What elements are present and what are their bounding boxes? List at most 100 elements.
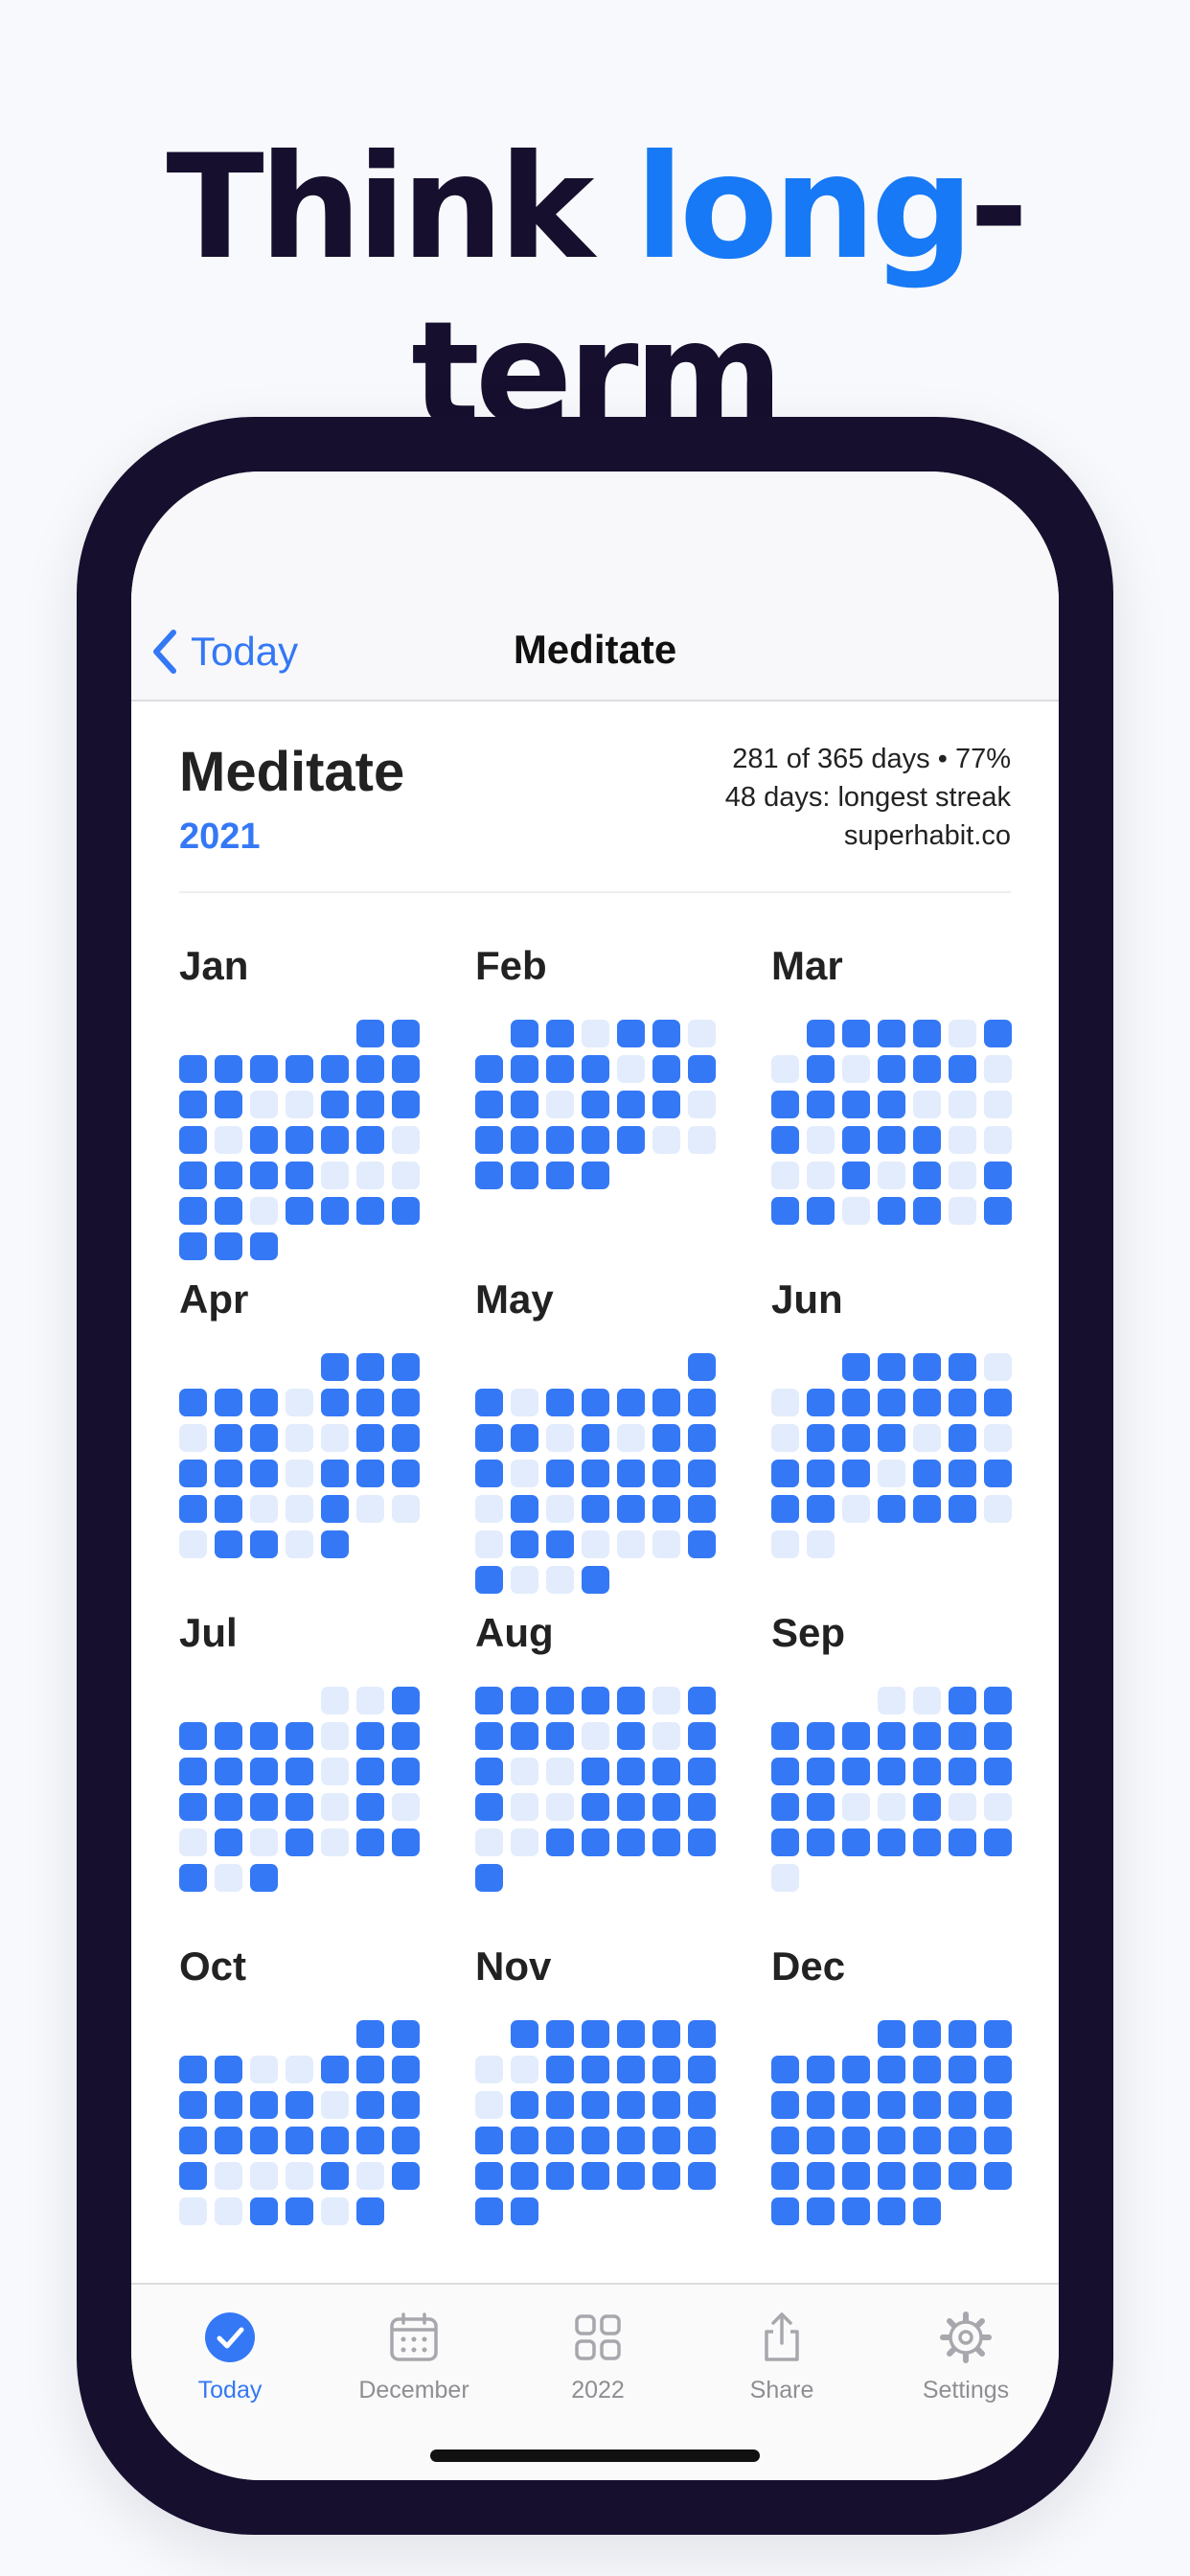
day-cell[interactable] [652,1722,680,1750]
day-cell[interactable] [179,2127,207,2154]
day-cell[interactable] [807,1389,835,1416]
day-cell[interactable] [356,1687,384,1714]
day-cell[interactable] [286,1424,313,1452]
day-cell[interactable] [652,1828,680,1856]
day-cell[interactable] [913,1828,941,1856]
day-cell[interactable] [321,1389,349,1416]
tab-today[interactable]: Today [139,2304,321,2404]
day-cell[interactable] [842,1460,870,1487]
day-cell[interactable] [546,2091,574,2119]
day-cell[interactable] [356,1162,384,1189]
day-cell[interactable] [546,1091,574,1118]
day-cell[interactable] [250,2162,278,2190]
day-cell[interactable] [215,1793,242,1821]
day-cell[interactable] [475,2127,503,2154]
day-cell[interactable] [842,2162,870,2190]
day-cell[interactable] [771,1126,799,1154]
day-cell[interactable] [546,1055,574,1083]
day-cell[interactable] [878,2056,905,2083]
day-cell[interactable] [286,1389,313,1416]
day-cell[interactable] [250,1495,278,1523]
day-cell[interactable] [688,1460,716,1487]
day-cell[interactable] [807,2091,835,2119]
day-cell[interactable] [949,1687,976,1714]
day-cell[interactable] [582,1389,609,1416]
day-cell[interactable] [652,2020,680,2048]
day-cell[interactable] [878,1055,905,1083]
day-cell[interactable] [617,1389,645,1416]
day-cell[interactable] [878,1793,905,1821]
day-cell[interactable] [807,2197,835,2225]
day-cell[interactable] [215,1530,242,1558]
day-cell[interactable] [582,2127,609,2154]
day-cell[interactable] [807,2162,835,2190]
day-cell[interactable] [652,2162,680,2190]
day-cell[interactable] [392,1055,420,1083]
day-cell[interactable] [771,1424,799,1452]
day-cell[interactable] [771,1828,799,1856]
day-cell[interactable] [286,2197,313,2225]
day-cell[interactable] [475,1722,503,1750]
day-cell[interactable] [913,1126,941,1154]
day-cell[interactable] [179,1864,207,1892]
day-cell[interactable] [984,1758,1012,1785]
day-cell[interactable] [286,2127,313,2154]
day-cell[interactable] [582,1793,609,1821]
day-cell[interactable] [511,1495,538,1523]
day-cell[interactable] [321,1758,349,1785]
day-cell[interactable] [688,1424,716,1452]
day-cell[interactable] [688,2056,716,2083]
day-cell[interactable] [215,1495,242,1523]
day-cell[interactable] [771,1758,799,1785]
day-cell[interactable] [842,1055,870,1083]
day-cell[interactable] [807,1722,835,1750]
day-cell[interactable] [475,1566,503,1594]
day-cell[interactable] [392,1126,420,1154]
day-cell[interactable] [582,1055,609,1083]
day-cell[interactable] [511,1055,538,1083]
day-cell[interactable] [949,2162,976,2190]
day-cell[interactable] [807,1126,835,1154]
day-cell[interactable] [475,1495,503,1523]
day-cell[interactable] [842,1162,870,1189]
day-cell[interactable] [546,2056,574,2083]
day-cell[interactable] [913,1353,941,1381]
day-cell[interactable] [949,1460,976,1487]
day-cell[interactable] [984,1162,1012,1189]
day-cell[interactable] [321,1353,349,1381]
day-cell[interactable] [913,1687,941,1714]
day-cell[interactable] [250,1793,278,1821]
day-cell[interactable] [392,2056,420,2083]
day-cell[interactable] [617,2091,645,2119]
day-cell[interactable] [652,2091,680,2119]
day-cell[interactable] [807,1793,835,1821]
day-cell[interactable] [652,1460,680,1487]
day-cell[interactable] [546,1722,574,1750]
day-cell[interactable] [321,1687,349,1714]
day-cell[interactable] [546,1828,574,1856]
day-cell[interactable] [356,1020,384,1047]
day-cell[interactable] [949,2056,976,2083]
tab-december[interactable]: December [323,2304,505,2404]
day-cell[interactable] [949,1020,976,1047]
day-cell[interactable] [913,1091,941,1118]
day-cell[interactable] [652,1126,680,1154]
day-cell[interactable] [215,1864,242,1892]
day-cell[interactable] [688,2127,716,2154]
day-cell[interactable] [392,1389,420,1416]
day-cell[interactable] [582,2091,609,2119]
day-cell[interactable] [842,1197,870,1225]
day-cell[interactable] [807,1020,835,1047]
day-cell[interactable] [617,1828,645,1856]
day-cell[interactable] [546,1566,574,1594]
day-cell[interactable] [771,1389,799,1416]
day-cell[interactable] [949,2091,976,2119]
day-cell[interactable] [250,1126,278,1154]
day-cell[interactable] [475,2162,503,2190]
day-cell[interactable] [688,1055,716,1083]
day-cell[interactable] [617,1091,645,1118]
day-cell[interactable] [179,1162,207,1189]
day-cell[interactable] [321,1091,349,1118]
day-cell[interactable] [913,1055,941,1083]
day-cell[interactable] [215,2056,242,2083]
